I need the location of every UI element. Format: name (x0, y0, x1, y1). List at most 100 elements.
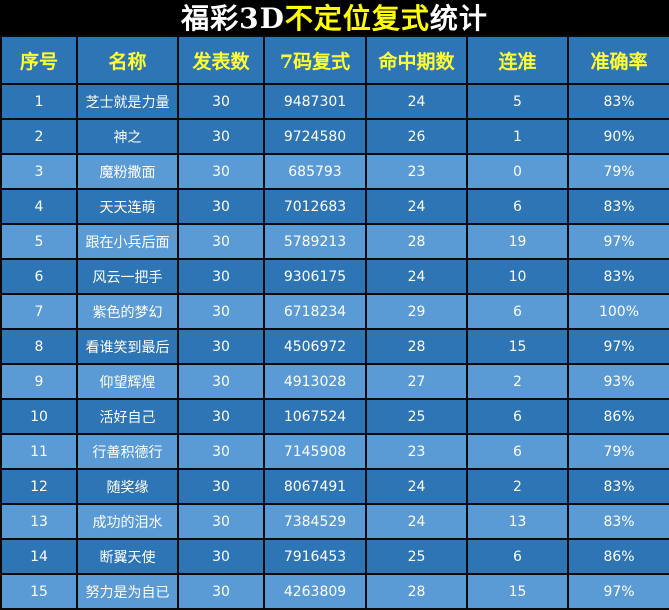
table-cell: 100% (567, 293, 669, 330)
table-cell: 15 (466, 328, 569, 365)
table-cell: 10 (0, 398, 78, 435)
table-cell: 5789213 (263, 223, 367, 260)
table-cell: 19 (466, 223, 569, 260)
table-cell: 30 (177, 258, 265, 295)
table-cell: 6 (466, 433, 569, 470)
table-cell: 24 (365, 468, 468, 505)
table-cell: 28 (365, 573, 468, 610)
table-cell: 30 (177, 118, 265, 155)
table-row: 11 行善积德行 30 7145908 23 6 79% (0, 433, 669, 470)
stats-table: 序号 名称 发表数 7码复式 命中期数 连准 准确率 1 芝士就是力量 30 9487301 24 5… (0, 35, 669, 610)
table-cell: 83% (567, 188, 669, 225)
table-cell: 努力是为自已 (76, 573, 179, 610)
table-row: 5 跟在小兵后面 30 5789213 28 19 97% (0, 223, 669, 260)
table-cell: 5 (0, 223, 78, 260)
table-cell: 6718234 (263, 293, 367, 330)
table-cell: 4506972 (263, 328, 367, 365)
table-cell: 29 (365, 293, 468, 330)
column-header: 名称 (76, 35, 179, 85)
table-cell: 86% (567, 398, 669, 435)
table-cell: 9487301 (263, 83, 367, 120)
table-row: 1 芝士就是力量 30 9487301 24 5 83% (0, 83, 669, 120)
table-cell: 97% (567, 223, 669, 260)
table-cell: 26 (365, 118, 468, 155)
table-cell: 97% (567, 573, 669, 610)
table-cell: 30 (177, 328, 265, 365)
table-cell: 30 (177, 468, 265, 505)
table-cell: 活好自己 (76, 398, 179, 435)
table-cell: 30 (177, 573, 265, 610)
table-cell: 13 (466, 503, 569, 540)
table-cell: 27 (365, 363, 468, 400)
table-row: 13 成功的泪水 30 7384529 24 13 83% (0, 503, 669, 540)
table-cell: 79% (567, 153, 669, 190)
table-cell: 1 (466, 118, 569, 155)
table-cell: 0 (466, 153, 569, 190)
table-cell: 6 (466, 398, 569, 435)
table-cell: 2 (0, 118, 78, 155)
table-cell: 7012683 (263, 188, 367, 225)
table-row: 3 魔粉撒面 30 685793 23 0 79% (0, 153, 669, 190)
table-cell: 10 (466, 258, 569, 295)
table-cell: 23 (365, 433, 468, 470)
table-cell: 2 (466, 468, 569, 505)
table-cell: 30 (177, 223, 265, 260)
table-cell: 24 (365, 258, 468, 295)
table-row: 8 看谁笑到最后 30 4506972 28 15 97% (0, 328, 669, 365)
table-cell: 30 (177, 188, 265, 225)
table-cell: 7 (0, 293, 78, 330)
table-row: 4 天天连萌 30 7012683 24 6 83% (0, 188, 669, 225)
column-header: 7码复式 (263, 35, 367, 85)
table-cell: 5 (466, 83, 569, 120)
table-cell: 6 (466, 538, 569, 575)
table-row: 15 努力是为自已 30 4263809 28 15 97% (0, 573, 669, 610)
table-cell: 25 (365, 538, 468, 575)
table-header: 序号 名称 发表数 7码复式 命中期数 连准 准确率 (0, 35, 669, 85)
table-cell: 90% (567, 118, 669, 155)
table-cell: 30 (177, 293, 265, 330)
table-row: 10 活好自己 30 1067524 25 6 86% (0, 398, 669, 435)
table-cell: 23 (365, 153, 468, 190)
column-header: 发表数 (177, 35, 265, 85)
table-cell: 2 (466, 363, 569, 400)
table-cell: 4913028 (263, 363, 367, 400)
table-cell: 79% (567, 433, 669, 470)
table-cell: 685793 (263, 153, 367, 190)
table-cell: 25 (365, 398, 468, 435)
table-row: 9 仰望辉煌 30 4913028 27 2 93% (0, 363, 669, 400)
table-cell: 芝士就是力量 (76, 83, 179, 120)
table-cell: 7145908 (263, 433, 367, 470)
table-cell: 成功的泪水 (76, 503, 179, 540)
table-cell: 24 (365, 83, 468, 120)
table-cell: 83% (567, 503, 669, 540)
table-cell: 3 (0, 153, 78, 190)
table-row: 2 神之 30 9724580 26 1 90% (0, 118, 669, 155)
table-cell: 86% (567, 538, 669, 575)
title-part-1: 福彩3D (181, 2, 285, 35)
table-cell: 30 (177, 363, 265, 400)
table-cell: 12 (0, 468, 78, 505)
table-cell: 28 (365, 328, 468, 365)
table-cell: 83% (567, 258, 669, 295)
table-cell: 9 (0, 363, 78, 400)
table-cell: 83% (567, 83, 669, 120)
table-cell: 24 (365, 188, 468, 225)
table-cell: 断翼天使 (76, 538, 179, 575)
table-cell: 看谁笑到最后 (76, 328, 179, 365)
table-cell: 7384529 (263, 503, 367, 540)
title-part-2: 不定位复式 (284, 2, 430, 35)
column-header: 命中期数 (365, 35, 468, 85)
column-header: 准确率 (567, 35, 669, 85)
table-cell: 风云一把手 (76, 258, 179, 295)
page-title: 福彩3D不定位复式统计 (0, 0, 669, 35)
table-cell: 30 (177, 538, 265, 575)
table-cell: 随奖缘 (76, 468, 179, 505)
table-cell: 紫色的梦幻 (76, 293, 179, 330)
table-cell: 9306175 (263, 258, 367, 295)
table-cell: 83% (567, 468, 669, 505)
table-cell: 仰望辉煌 (76, 363, 179, 400)
table-cell: 6 (466, 293, 569, 330)
table-cell: 行善积德行 (76, 433, 179, 470)
table-row: 7 紫色的梦幻 30 6718234 29 6 100% (0, 293, 669, 330)
table-cell: 30 (177, 398, 265, 435)
